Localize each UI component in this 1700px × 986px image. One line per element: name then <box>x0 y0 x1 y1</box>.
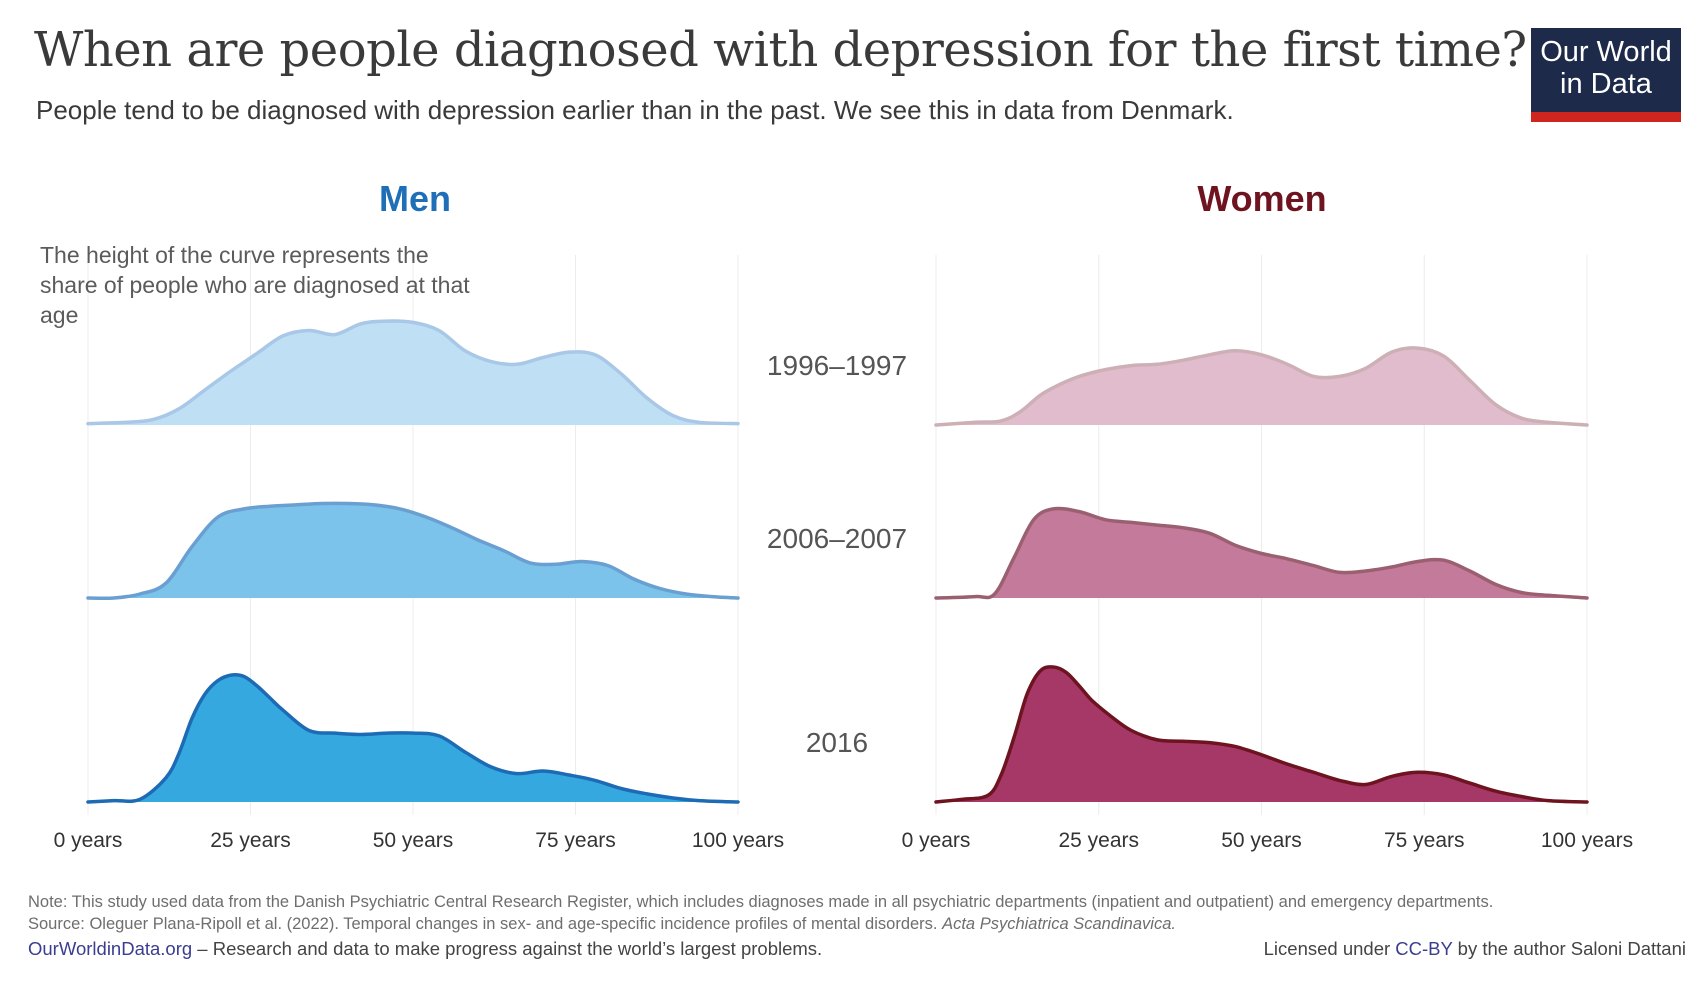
logo-line-1: Our World <box>1540 36 1672 68</box>
x-tick-label-men-100: 100 years <box>692 829 784 852</box>
x-tick-label-women-25: 25 years <box>1058 829 1139 852</box>
footer-source: Source: Oleguer Plana-Ripoll et al. (202… <box>28 915 1176 934</box>
curve-women-1996–1997 <box>934 346 1589 427</box>
area-women-2016 <box>936 666 1587 802</box>
row-label-1996–1997: 1996–1997 <box>767 350 907 381</box>
source-journal: Acta Psychiatrica Scandinavica. <box>942 915 1176 933</box>
curve-women-2016 <box>934 665 1589 804</box>
footer-note: Note: This study used data from the Dani… <box>28 893 1494 911</box>
chart-subtitle: People tend to be diagnosed with depress… <box>36 95 1234 125</box>
chart-title: When are people diagnosed with depressio… <box>34 22 1527 78</box>
x-tick-label-women-75: 75 years <box>1384 829 1465 852</box>
footer-site: OurWorldinData.org – Research and data t… <box>28 938 822 960</box>
source-text: Source: Oleguer Plana-Ripoll et al. (202… <box>28 915 943 933</box>
area-women-2006–2007 <box>936 508 1587 598</box>
x-tick-label-men-25: 25 years <box>210 829 291 852</box>
curve-men-2016 <box>86 673 740 804</box>
x-tick-label-men-50: 50 years <box>373 829 454 852</box>
cc-by-link[interactable]: CC-BY <box>1395 938 1453 959</box>
license-prefix: Licensed under <box>1263 938 1396 959</box>
x-tick-label-men-75: 75 years <box>535 829 616 852</box>
owid-site-link[interactable]: OurWorldinData.org <box>28 938 193 959</box>
logo-line-2: in Data <box>1560 68 1652 100</box>
owid-logo[interactable]: Our World in Data <box>1531 28 1681 122</box>
x-tick-label-women-50: 50 years <box>1221 829 1302 852</box>
license-text: Licensed under CC-BY by the author Salon… <box>1264 938 1686 960</box>
x-tick-label-men-0: 0 years <box>54 829 123 852</box>
license-suffix: by the author Saloni Dattani <box>1452 938 1686 959</box>
curve-women-2006–2007 <box>934 506 1589 600</box>
curve-men-2006–2007 <box>86 501 740 601</box>
x-tick-label-women-100: 100 years <box>1541 829 1633 852</box>
area-women-1996–1997 <box>936 347 1587 425</box>
area-men-2016 <box>88 674 738 802</box>
panel-title-women: Women <box>1197 178 1327 219</box>
area-men-2006–2007 <box>88 503 738 599</box>
logo-accent-bar <box>1531 112 1681 122</box>
curve-men-1996–1997 <box>86 319 740 426</box>
panel-title-men: Men <box>379 178 451 219</box>
x-tick-label-women-0: 0 years <box>902 829 971 852</box>
row-label-2016: 2016 <box>806 727 868 758</box>
chart-annotation: The height of the curve represents the s… <box>40 242 470 328</box>
row-label-2006–2007: 2006–2007 <box>767 523 907 554</box>
area-men-1996–1997 <box>88 320 738 425</box>
site-tagline: – Research and data to make progress aga… <box>192 938 823 959</box>
